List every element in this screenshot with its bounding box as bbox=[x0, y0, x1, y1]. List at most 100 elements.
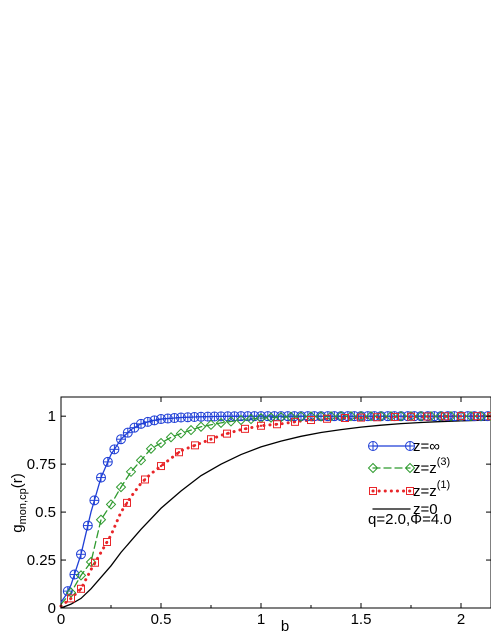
series-0-marker-10 bbox=[129, 422, 140, 433]
legend-item-3: z=0 bbox=[372, 501, 438, 518]
x-tick-label-1: 0.5 bbox=[151, 611, 172, 628]
x-tick-label-3: 1.5 bbox=[351, 611, 372, 628]
y-axis-title-main: g bbox=[9, 524, 26, 532]
legend-item-0: z=∞ bbox=[368, 438, 440, 455]
series-2-marker-5 bbox=[141, 475, 149, 484]
legend-label-3: z=0 bbox=[413, 501, 438, 518]
y-tick-label-3: 0.75 bbox=[27, 456, 56, 473]
series-1-marker-9 bbox=[155, 437, 167, 449]
series-2-marker-1 bbox=[77, 584, 85, 593]
y-tick-label-2: 0.5 bbox=[35, 504, 56, 521]
series-0-marker-15 bbox=[162, 413, 173, 424]
legend-label-1: z=z(3) bbox=[413, 456, 450, 477]
legend: z=∞z=z(3)z=z(1)z=0 bbox=[367, 438, 450, 518]
series-1-marker-23 bbox=[295, 411, 307, 422]
series-0-marker-2 bbox=[76, 549, 86, 560]
series-1-marker-1 bbox=[75, 570, 87, 581]
series-2-marker-24 bbox=[457, 412, 465, 421]
series-1-marker-0 bbox=[65, 587, 77, 598]
series-2-marker-10 bbox=[223, 429, 231, 438]
plot-frame bbox=[60, 396, 491, 609]
series-2-marker-11 bbox=[241, 424, 249, 433]
series-0-marker-3 bbox=[82, 520, 93, 531]
series-1-marker-10 bbox=[165, 432, 177, 443]
x-axis: 0 0.5 1 1.5 2 bbox=[57, 397, 465, 628]
series-0-marker-16 bbox=[169, 413, 180, 424]
series-2-marker-14 bbox=[291, 417, 299, 426]
x-tick-label-4: 2 bbox=[457, 611, 465, 628]
legend-marker-0-b bbox=[405, 441, 415, 451]
series-2-marker-3 bbox=[103, 538, 111, 547]
series-1-marker-37 bbox=[435, 410, 447, 422]
plot-area bbox=[59, 396, 491, 609]
series-line-2 bbox=[59, 414, 491, 608]
marker-layer bbox=[62, 410, 491, 603]
y-tick-label-0: 0 bbox=[48, 600, 56, 617]
series-0-marker-14 bbox=[156, 414, 166, 425]
series-1-marker-3 bbox=[95, 514, 107, 525]
series-0-marker-9 bbox=[122, 427, 133, 438]
legend-marker-2-b bbox=[406, 487, 414, 495]
series-1-marker-18 bbox=[245, 413, 257, 425]
series-line-3 bbox=[60, 419, 491, 609]
series-1-marker-4 bbox=[105, 499, 117, 510]
series-1-marker-12 bbox=[185, 424, 197, 436]
series-2-marker-13 bbox=[273, 420, 281, 429]
series-0-marker-8 bbox=[116, 434, 126, 445]
x-tick-label-0: 0 bbox=[57, 611, 65, 628]
series-0-marker-5 bbox=[96, 472, 106, 483]
series-1-marker-20 bbox=[265, 412, 277, 423]
series-1-marker-41 bbox=[475, 410, 487, 422]
series-1-marker-36 bbox=[425, 410, 437, 422]
series-2-marker-15 bbox=[307, 416, 315, 425]
series-0-marker-6 bbox=[102, 456, 113, 467]
series-2-marker-25 bbox=[473, 412, 481, 421]
series-2-marker-21 bbox=[407, 412, 415, 421]
series-1-marker-13 bbox=[195, 421, 207, 432]
series-2-marker-7 bbox=[175, 448, 183, 457]
annotation: q=2.0,Φ=4.0 bbox=[368, 511, 452, 528]
legend-label-2: z=z(1) bbox=[413, 479, 450, 500]
series-2-marker-12 bbox=[257, 421, 265, 430]
series-1-marker-5 bbox=[115, 481, 127, 493]
series-1-marker-8 bbox=[145, 443, 157, 454]
series-1-marker-6 bbox=[125, 466, 137, 478]
series-1-marker-17 bbox=[235, 414, 247, 426]
series-0-marker-13 bbox=[149, 415, 160, 426]
legend-marker-0-a bbox=[368, 441, 378, 451]
legend-item-1: z=z(3) bbox=[367, 456, 450, 477]
y-axis: 0 0.25 0.5 0.75 1 bbox=[27, 408, 491, 617]
series-2-marker-4 bbox=[123, 498, 131, 507]
legend-marker-1-a bbox=[367, 462, 379, 474]
y-axis-title: gmon,cp(r) bbox=[9, 473, 29, 532]
series-0-marker-4 bbox=[89, 495, 100, 506]
series-2-marker-22 bbox=[423, 412, 431, 421]
y-tick-label-4: 1 bbox=[48, 408, 56, 425]
series-2-marker-9 bbox=[207, 435, 215, 444]
series-2-marker-8 bbox=[191, 441, 199, 450]
legend-label-0: z=∞ bbox=[413, 438, 440, 455]
series-2-marker-20 bbox=[391, 412, 399, 421]
legend-item-2: z=z(1) bbox=[369, 479, 450, 500]
series-0-marker-12 bbox=[142, 416, 153, 427]
series-2-marker-0 bbox=[67, 594, 75, 603]
series-1-marker-15 bbox=[215, 417, 227, 429]
series-2-marker-16 bbox=[323, 414, 331, 423]
y-axis-title-sub: mon,cp bbox=[17, 488, 29, 524]
series-1-marker-14 bbox=[205, 419, 217, 431]
series-2-marker-17 bbox=[341, 414, 349, 423]
y-axis-title-tail: (r) bbox=[9, 473, 26, 488]
y-tick-label-1: 0.25 bbox=[27, 552, 56, 569]
legend-marker-2-a bbox=[369, 487, 377, 495]
x-axis-title: b bbox=[281, 618, 289, 635]
series-1-marker-11 bbox=[175, 428, 187, 439]
series-2-marker-19 bbox=[373, 413, 381, 422]
series-2-marker-23 bbox=[441, 412, 449, 421]
series-2-marker-6 bbox=[157, 462, 165, 471]
x-tick-label-2: 1 bbox=[257, 611, 265, 628]
series-2-marker-18 bbox=[357, 413, 365, 422]
series-0-marker-7 bbox=[109, 444, 120, 455]
legend-marker-1-b bbox=[404, 462, 416, 474]
series-1-marker-7 bbox=[135, 455, 147, 466]
